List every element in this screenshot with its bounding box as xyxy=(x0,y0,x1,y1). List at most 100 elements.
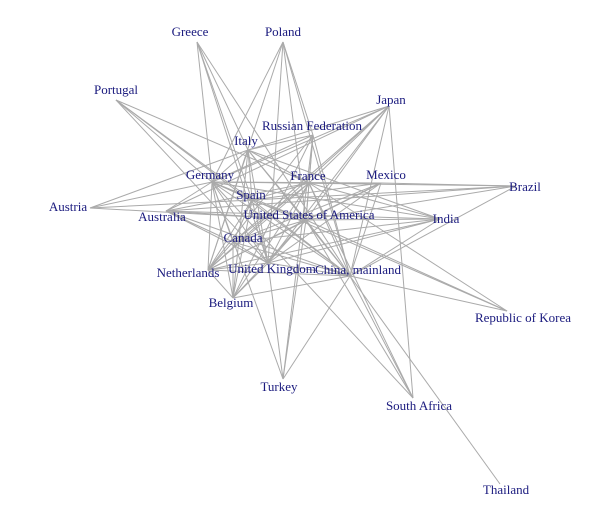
edge-portugal-china xyxy=(115,99,351,277)
edge-uk-belgium xyxy=(232,262,269,299)
node-label-russia: Russian Federation xyxy=(262,118,363,133)
node-label-japan: Japan xyxy=(376,92,406,107)
edge-poland-russia xyxy=(282,41,314,136)
node-label-poland: Poland xyxy=(265,24,302,39)
edge-italy-france xyxy=(247,149,310,184)
edge-netherlands-belgium xyxy=(207,269,234,299)
edge-australia-canada xyxy=(165,210,234,243)
edge-greece-spain xyxy=(196,41,253,201)
edge-poland-usa xyxy=(282,41,307,221)
edge-spain-netherlands xyxy=(207,199,253,271)
edge-uk-turkey xyxy=(267,262,284,380)
edge-portugal-france xyxy=(115,99,310,184)
edge-germany-australia xyxy=(165,181,213,212)
edge-india-canada xyxy=(232,218,441,243)
node-label-thailand: Thailand xyxy=(483,482,530,497)
edge-italy-spain xyxy=(247,149,253,201)
edge-china-southafrica xyxy=(349,275,414,399)
edge-italy-india xyxy=(247,149,441,220)
edge-uk-china xyxy=(267,262,351,277)
edge-southafrica-germany xyxy=(211,181,414,399)
edge-germany-netherlands xyxy=(207,181,213,271)
node-label-france: France xyxy=(290,168,326,183)
edge-india-netherlands xyxy=(207,218,441,271)
edge-australia-usa xyxy=(165,210,307,221)
edge-layer xyxy=(89,41,517,485)
node-label-layer: Greece Poland Portugal Japan Russian Federat… xyxy=(49,24,571,497)
edge-usa-belgium xyxy=(232,219,307,299)
edge-russia-netherlands xyxy=(207,134,314,271)
edge-korea-germany xyxy=(211,181,508,312)
node-label-southafrica: South Africa xyxy=(386,398,452,413)
edge-france-spain xyxy=(251,182,310,201)
edge-russia-italy xyxy=(247,134,314,151)
edge-usa-canada xyxy=(232,219,307,243)
edge-portugal-uk xyxy=(115,99,269,264)
edge-japan-uk xyxy=(267,105,390,264)
edge-france-korea xyxy=(308,182,508,312)
edge-spain-china xyxy=(251,199,351,277)
edge-mexico-spain xyxy=(251,182,382,201)
edge-brazil-usa xyxy=(305,185,517,221)
edge-southafrica-usa xyxy=(305,219,414,399)
edge-japan-australia xyxy=(165,105,390,212)
node-label-usa: United States of America xyxy=(243,207,374,222)
edge-japan-southafrica xyxy=(388,105,414,399)
edge-germany-india xyxy=(211,181,441,220)
node-label-greece: Greece xyxy=(172,24,209,39)
node-label-italy: Italy xyxy=(234,133,258,148)
edge-netherlands-china xyxy=(207,269,351,277)
edge-spain-uk xyxy=(251,199,269,264)
edge-france-australia xyxy=(165,182,310,212)
edge-brazil-australia xyxy=(165,185,517,212)
node-label-netherlands: Netherlands xyxy=(157,265,220,280)
edge-portugal-germany xyxy=(115,99,213,183)
edge-india-china xyxy=(349,218,441,277)
node-label-china: China, mainland xyxy=(315,262,401,277)
edge-turkey-germany xyxy=(211,181,284,380)
edge-mexico-brazil xyxy=(380,182,517,187)
edge-brazil-china xyxy=(349,185,517,277)
edge-greece-italy xyxy=(196,41,249,151)
edge-australia-india xyxy=(165,210,441,220)
edge-china-thailand xyxy=(349,275,501,485)
edge-france-china xyxy=(308,182,351,277)
edge-netherlands-uk xyxy=(207,262,269,271)
edge-mexico-uk xyxy=(267,182,382,264)
edge-china-turkey xyxy=(282,275,351,380)
edge-japan-canada xyxy=(232,105,390,243)
node-label-germany: Germany xyxy=(186,167,235,182)
edge-austria-spain xyxy=(89,199,253,209)
node-label-turkey: Turkey xyxy=(260,379,298,394)
node-label-austria: Austria xyxy=(49,199,88,214)
edge-italy-germany xyxy=(211,149,249,183)
node-label-spain: Spain xyxy=(236,187,266,202)
edge-brazil-spain xyxy=(251,185,517,201)
edge-italy-netherlands xyxy=(207,149,249,271)
edge-canada-china xyxy=(232,241,351,277)
node-label-brazil: Brazil xyxy=(509,179,541,194)
edge-mexico-canada xyxy=(232,182,382,243)
node-label-uk: United Kingdom xyxy=(228,261,316,276)
node-label-australia: Australia xyxy=(138,209,186,224)
edge-usa-turkey xyxy=(282,219,307,380)
edge-australia-china xyxy=(165,210,351,277)
edge-russia-turkey xyxy=(282,134,314,380)
edge-russia-china xyxy=(312,134,351,277)
edge-greece-germany xyxy=(196,41,213,183)
edge-germany-austria xyxy=(89,181,213,209)
node-label-belgium: Belgium xyxy=(209,295,254,310)
edge-spain-canada xyxy=(232,199,253,243)
node-label-canada: Canada xyxy=(224,230,263,245)
edge-usa-india xyxy=(305,218,441,221)
edge-japan-italy xyxy=(247,105,390,151)
edge-india-uk xyxy=(267,218,441,264)
edge-canada-uk xyxy=(232,241,269,264)
node-label-portugal: Portugal xyxy=(94,82,138,97)
edge-italy-austria xyxy=(89,149,249,209)
edge-usa-netherlands xyxy=(207,219,307,271)
edge-russia-germany xyxy=(211,134,314,183)
node-label-india: India xyxy=(433,211,460,226)
edge-china-korea xyxy=(349,275,508,312)
